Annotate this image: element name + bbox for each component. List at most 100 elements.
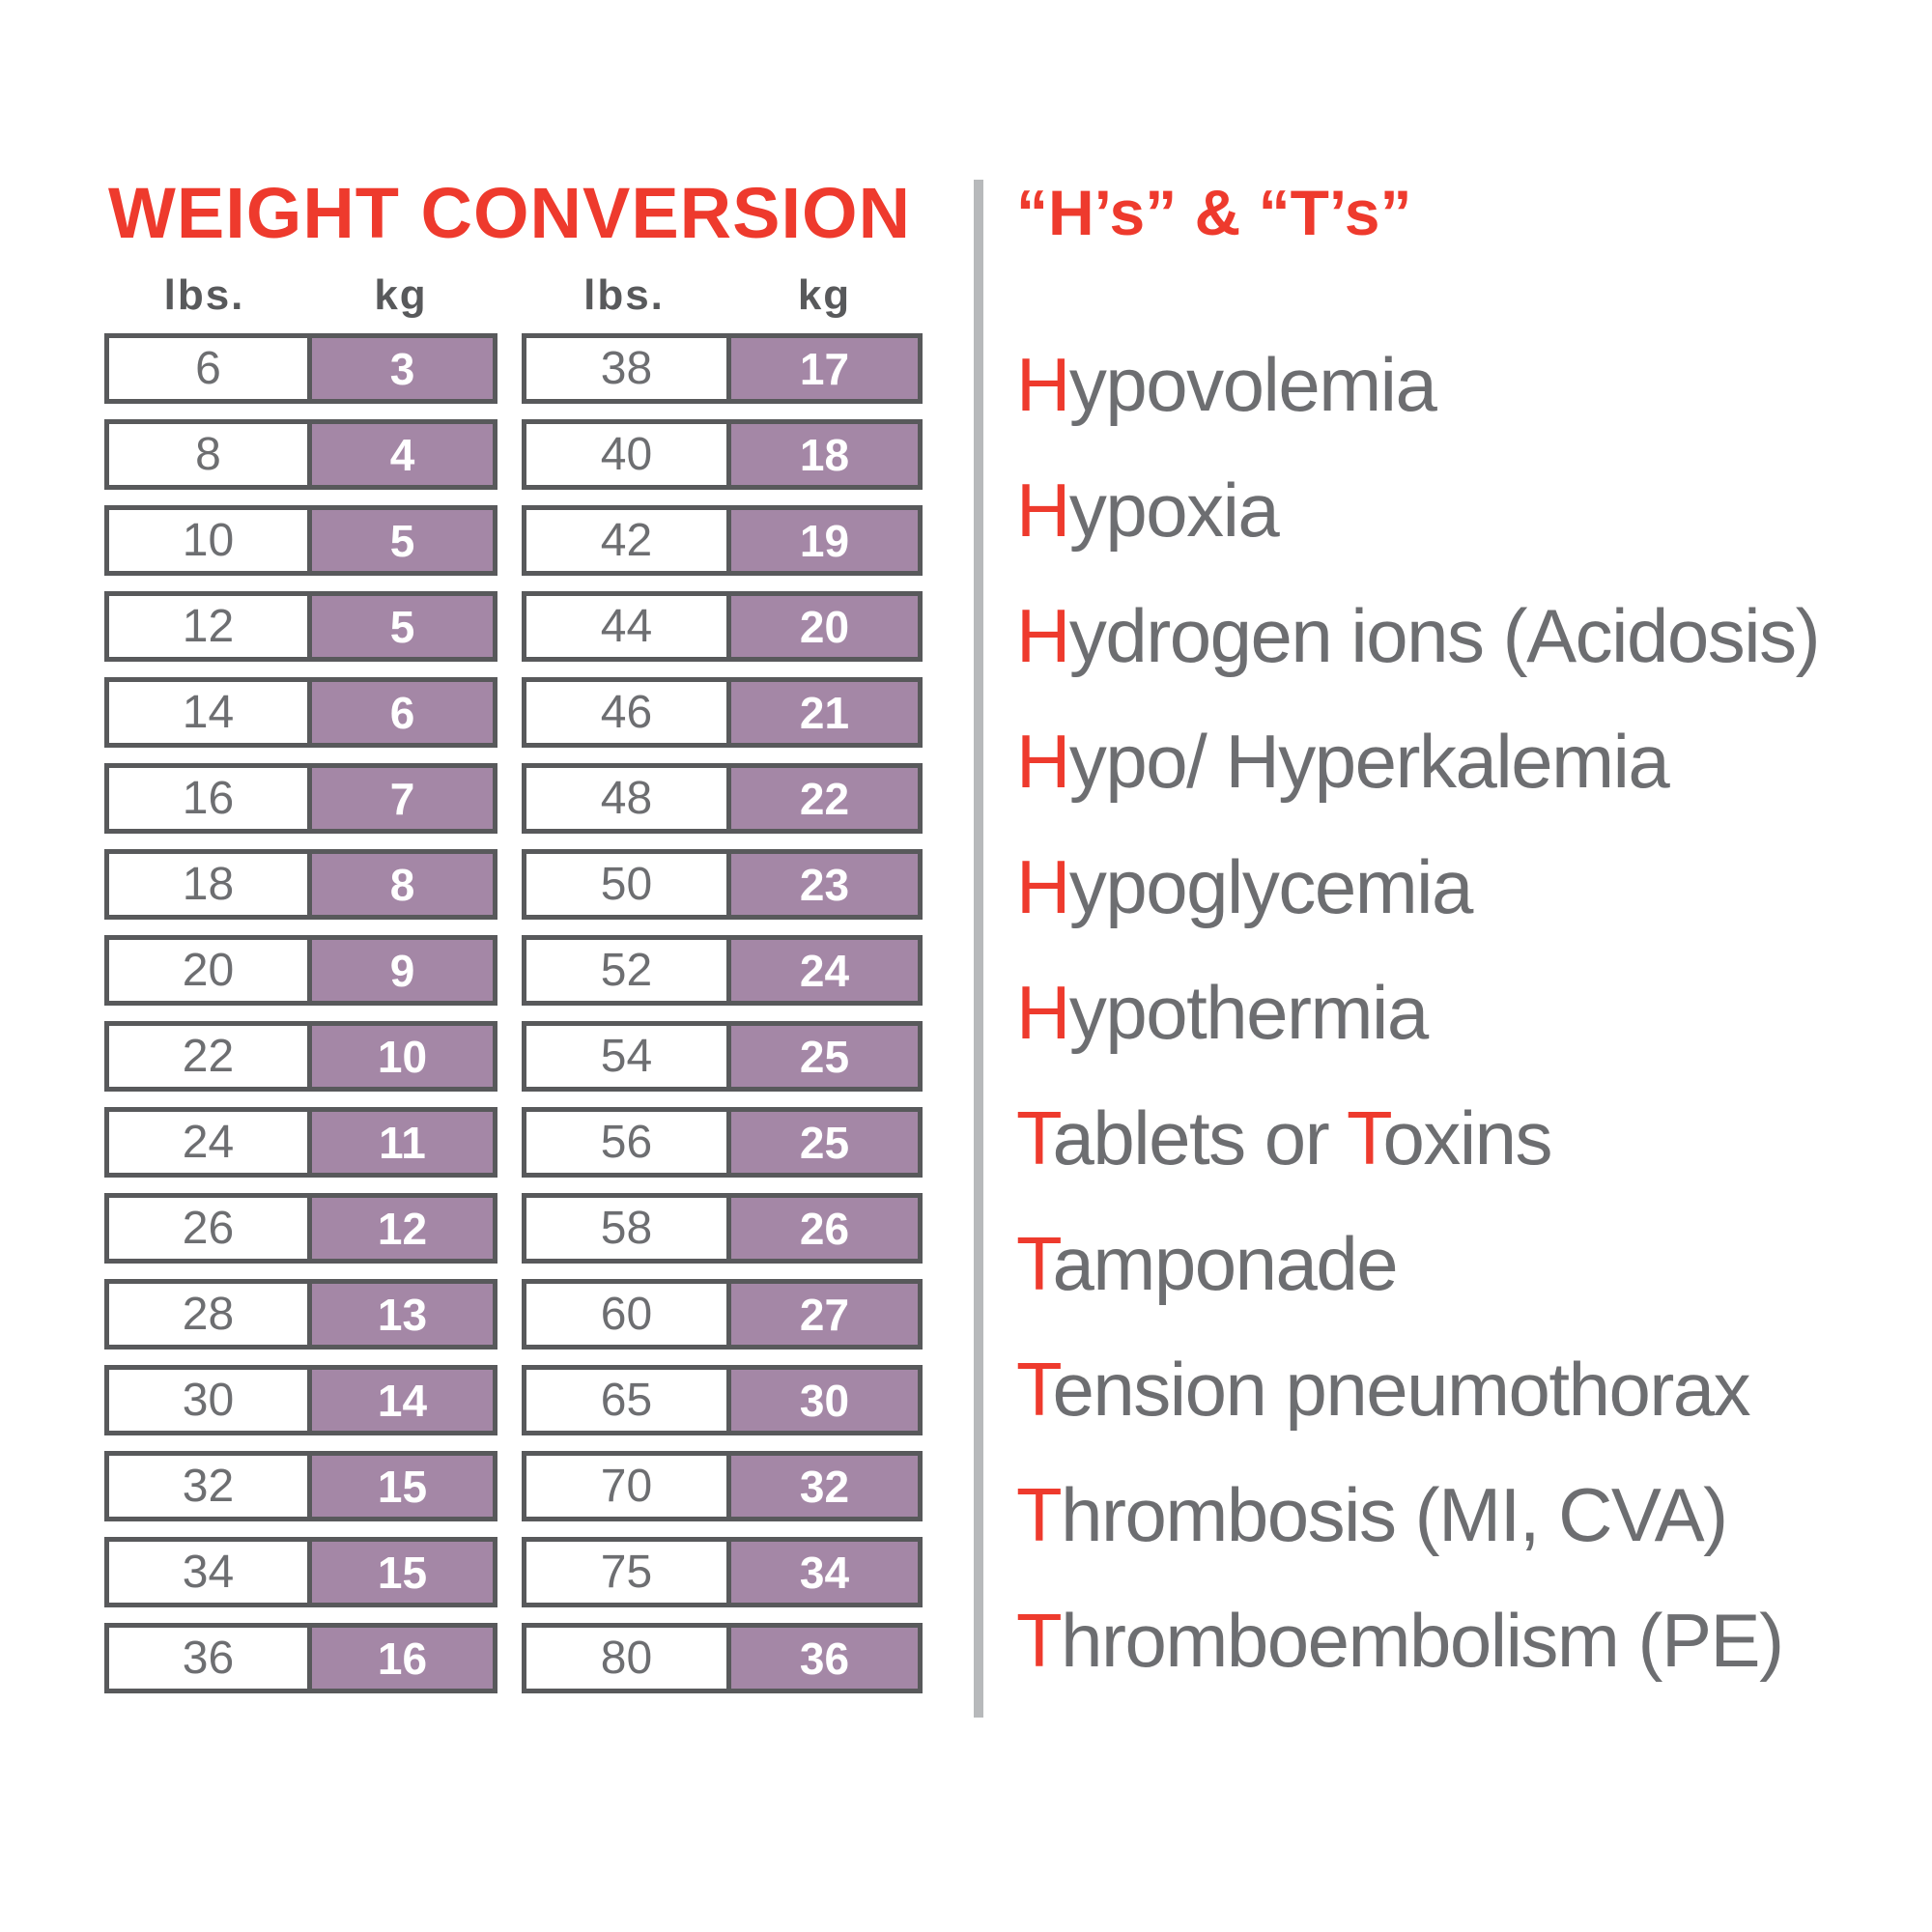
ht-list-item: Tension pneumothorax <box>1016 1326 1905 1452</box>
lbs-cell: 10 <box>109 510 307 571</box>
weight-conversion-title: WEIGHT CONVERSION <box>108 173 912 253</box>
item-text: ypoxia <box>1068 468 1280 553</box>
table-row: 36 16 <box>104 1623 497 1693</box>
weight-table-right: 38 17 40 18 42 19 44 20 46 21 48 22 50 23 52 24 54 25 56 25… <box>522 333 923 1693</box>
table-row: 38 17 <box>522 333 923 404</box>
ht-list-item: Thrombosis (MI, CVA) <box>1016 1452 1905 1577</box>
item-text: hrombosis (MI, CVA) <box>1061 1472 1728 1557</box>
red-initial-letter: H <box>1016 970 1070 1055</box>
kg-cell: 27 <box>726 1284 918 1345</box>
column-header-lbs-left: lbs. <box>163 271 245 319</box>
red-initial-letter: T <box>1016 1598 1063 1683</box>
table-row: 42 19 <box>522 505 923 576</box>
lbs-cell: 6 <box>109 338 307 399</box>
item-text: ypo/ Hyperkalemia <box>1068 719 1670 804</box>
lbs-cell: 28 <box>109 1284 307 1345</box>
kg-cell: 9 <box>307 940 493 1001</box>
table-row: 30 14 <box>104 1365 497 1435</box>
table-row: 10 5 <box>104 505 497 576</box>
table-row: 52 24 <box>522 935 923 1006</box>
red-initial-letter: T <box>1346 1095 1384 1180</box>
table-row: 46 21 <box>522 677 923 748</box>
lbs-cell: 30 <box>109 1370 307 1431</box>
lbs-cell: 70 <box>526 1456 726 1517</box>
table-row: 50 23 <box>522 849 923 920</box>
item-text: ypovolemia <box>1068 342 1437 427</box>
kg-cell: 16 <box>307 1628 493 1689</box>
lbs-cell: 14 <box>109 682 307 743</box>
red-initial-letter: T <box>1016 1095 1054 1180</box>
item-text: hromboembolism (PE) <box>1061 1598 1784 1683</box>
table-row: 40 18 <box>522 419 923 490</box>
lbs-cell: 54 <box>526 1026 726 1087</box>
lbs-cell: 36 <box>109 1628 307 1689</box>
column-header-kg-left: kg <box>374 271 428 319</box>
ht-list-item: Tablets or Toxins <box>1016 1075 1905 1201</box>
table-row: 24 11 <box>104 1107 497 1178</box>
kg-cell: 34 <box>726 1542 918 1603</box>
lbs-cell: 22 <box>109 1026 307 1087</box>
ht-list-item: Hypo/ Hyperkalemia <box>1016 698 1905 824</box>
kg-cell: 10 <box>307 1026 493 1087</box>
lbs-cell: 26 <box>109 1198 307 1259</box>
table-row: 20 9 <box>104 935 497 1006</box>
red-initial-letter: H <box>1016 844 1070 929</box>
lbs-cell: 24 <box>109 1112 307 1173</box>
kg-cell: 14 <box>307 1370 493 1431</box>
kg-cell: 32 <box>726 1456 918 1517</box>
red-initial-letter: H <box>1016 593 1070 678</box>
item-text: ypothermia <box>1068 970 1429 1055</box>
table-row: 60 27 <box>522 1279 923 1350</box>
kg-cell: 23 <box>726 854 918 915</box>
lbs-cell: 58 <box>526 1198 726 1259</box>
table-row: 32 15 <box>104 1451 497 1521</box>
lbs-cell: 20 <box>109 940 307 1001</box>
table-row: 58 26 <box>522 1193 923 1264</box>
kg-cell: 24 <box>726 940 918 1001</box>
kg-cell: 26 <box>726 1198 918 1259</box>
kg-cell: 5 <box>307 596 493 657</box>
table-row: 56 25 <box>522 1107 923 1178</box>
kg-cell: 15 <box>307 1542 493 1603</box>
red-initial-letter: T <box>1016 1221 1054 1306</box>
vertical-divider <box>974 180 983 1718</box>
table-row: 22 10 <box>104 1021 497 1092</box>
kg-cell: 30 <box>726 1370 918 1431</box>
ht-list-item: Thromboembolism (PE) <box>1016 1577 1905 1703</box>
lbs-cell: 75 <box>526 1542 726 1603</box>
lbs-cell: 16 <box>109 768 307 829</box>
kg-cell: 18 <box>726 424 918 485</box>
table-row: 44 20 <box>522 591 923 662</box>
kg-cell: 5 <box>307 510 493 571</box>
kg-cell: 19 <box>726 510 918 571</box>
ht-list-item: Tamponade <box>1016 1201 1905 1326</box>
ht-list-item: Hypoxia <box>1016 447 1905 573</box>
kg-cell: 25 <box>726 1112 918 1173</box>
ht-list-item: Hypoglycemia <box>1016 824 1905 950</box>
table-row: 48 22 <box>522 763 923 834</box>
lbs-cell: 32 <box>109 1456 307 1517</box>
lbs-cell: 56 <box>526 1112 726 1173</box>
lbs-cell: 38 <box>526 338 726 399</box>
kg-cell: 15 <box>307 1456 493 1517</box>
hs-ts-title: “H’s” & “T’s” <box>1016 177 1412 248</box>
kg-cell: 21 <box>726 682 918 743</box>
kg-cell: 13 <box>307 1284 493 1345</box>
kg-cell: 8 <box>307 854 493 915</box>
red-initial-letter: H <box>1016 342 1070 427</box>
kg-cell: 7 <box>307 768 493 829</box>
column-header-kg-right: kg <box>797 271 852 319</box>
kg-cell: 22 <box>726 768 918 829</box>
table-row: 26 12 <box>104 1193 497 1264</box>
kg-cell: 25 <box>726 1026 918 1087</box>
lbs-cell: 34 <box>109 1542 307 1603</box>
table-row: 65 30 <box>522 1365 923 1435</box>
table-row: 54 25 <box>522 1021 923 1092</box>
kg-cell: 20 <box>726 596 918 657</box>
lbs-cell: 18 <box>109 854 307 915</box>
lbs-cell: 44 <box>526 596 726 657</box>
lbs-cell: 42 <box>526 510 726 571</box>
